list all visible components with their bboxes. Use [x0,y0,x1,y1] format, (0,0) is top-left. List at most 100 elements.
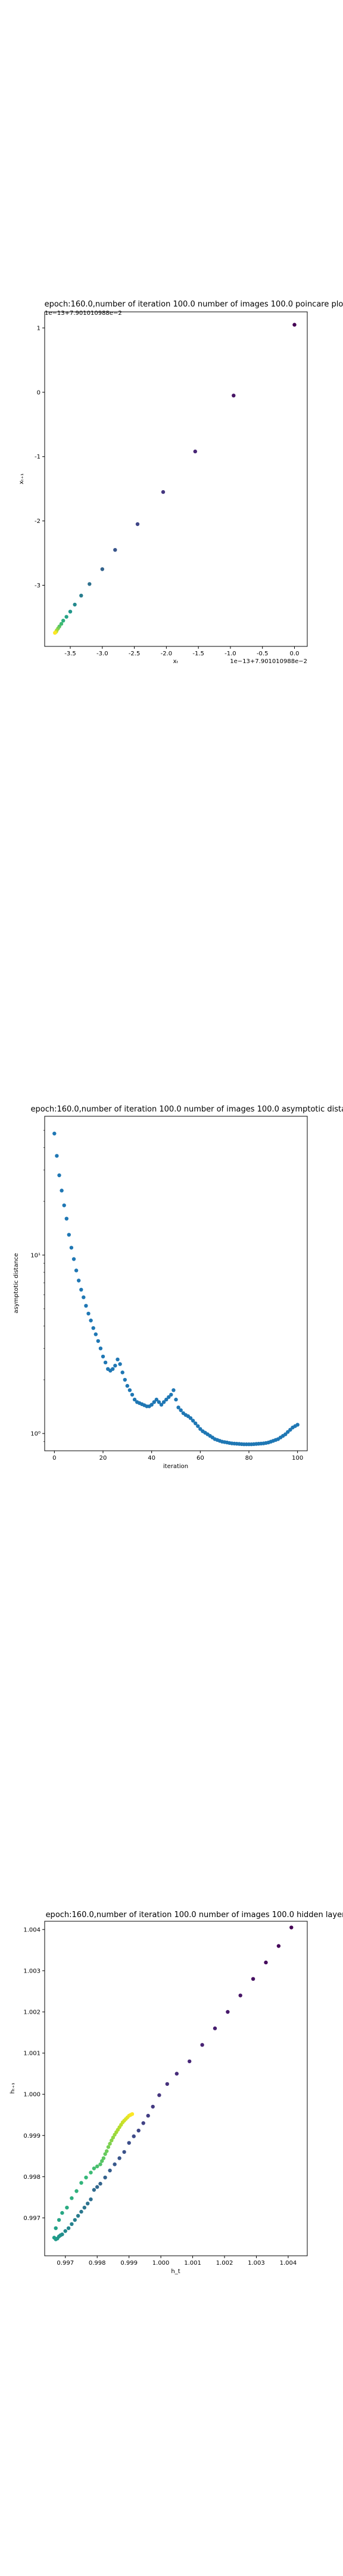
x-tick-label: -3.0 [96,651,108,657]
poincare-chart: epoch:160.0,number of iteration 100.0 nu… [18,300,343,665]
data-point [103,2152,107,2156]
data-point [53,631,57,635]
data-point [61,618,66,623]
data-point [57,2218,61,2222]
data-point [123,1377,127,1382]
x-tick-label: 0.999 [120,2260,138,2267]
data-point [113,548,117,552]
x-tick-label: -0.5 [257,651,269,657]
y-tick-label: 10¹ [30,1252,40,1259]
hidden-x-ticks: 0.997 0.998 0.999 1.000 1.001 1.002 1.003 1.004 [57,2256,297,2267]
x-tick-label: 0.0 [290,651,300,657]
data-point [73,2218,77,2222]
data-point [157,1400,161,1404]
data-point [289,1925,294,1930]
y-tick-label: 0 [37,389,40,396]
data-point [196,1424,200,1428]
hidden-y-label: hₜ₊₁ [10,2083,16,2094]
data-point [135,522,140,527]
data-point [226,2010,230,2014]
x-tick-label: 1.002 [216,2260,233,2267]
data-point [91,1326,95,1330]
asymptotic-y-ticks: 10⁰ 10¹ [30,1130,45,1442]
data-point [100,2159,104,2163]
y-tick-label: -1 [35,454,40,460]
y-tick-label: 1 [37,325,40,332]
data-point [101,2156,106,2160]
data-point [52,1131,57,1136]
data-point [132,2134,136,2138]
data-point [96,1339,100,1343]
data-point [108,2168,112,2173]
data-point [92,2188,96,2192]
x-tick-label: -2.0 [161,651,173,657]
poincare-plot-area [44,311,308,647]
data-point [67,1233,71,1237]
y-tick-label: 10⁰ [30,1431,40,1438]
data-point [98,2162,102,2166]
data-point [174,2072,179,2076]
data-point [127,2141,131,2145]
data-point [161,490,166,494]
data-point [251,1977,255,1981]
data-point [120,1370,124,1374]
data-point [76,2213,80,2218]
data-point [149,1402,154,1407]
asymptotic-distance-chart: epoch:160.0,number of iteration 100.0 nu… [13,1105,343,1470]
data-point [89,2197,93,2202]
data-point [264,1960,268,1965]
data-point [60,1188,64,1193]
data-point [154,1397,158,1402]
data-point [113,1364,117,1368]
data-point [103,1360,108,1365]
data-point [232,394,236,398]
data-point [103,2175,107,2179]
x-tick-label: -1.0 [224,651,236,657]
poincare-points [53,323,297,635]
data-point [105,2149,109,2153]
data-point [55,1154,59,1158]
data-point [188,2059,192,2064]
data-point [283,1432,288,1436]
y-tick-label: 1.000 [23,2092,40,2098]
data-point [141,2121,145,2125]
data-point [93,1332,98,1336]
data-point [79,593,83,597]
data-point [68,609,73,614]
data-point [116,1357,120,1361]
data-point [188,1416,193,1420]
poincare-offset-label: 1e−13+7.901010988e−2 [230,658,307,665]
data-point [66,2226,71,2230]
hidden-x-label: h_t [171,2268,180,2275]
data-point [64,1216,69,1221]
y-tick-label: 1.002 [23,2009,40,2015]
data-point [169,1392,173,1397]
data-point [84,1304,88,1308]
data-point [288,1428,292,1432]
data-point [117,2156,121,2160]
data-point [95,2164,99,2169]
data-point [295,1423,300,1427]
data-point [238,1993,242,1998]
data-point [79,2209,83,2214]
data-point [113,2162,117,2166]
hidden-title: epoch:160.0,number of iteration 100.0 nu… [46,1911,343,1919]
data-point [62,1203,66,1208]
asymptotic-y-label: asymptotic distance [13,1253,20,1313]
data-point [89,1318,93,1323]
data-point [200,2043,204,2047]
data-point [111,2135,116,2140]
data-point [130,2112,135,2116]
x-tick-label: 60 [197,1455,204,1462]
x-tick-label: 100 [292,1455,303,1462]
data-point [100,567,104,571]
data-point [88,582,92,586]
data-point [98,1346,103,1351]
x-tick-label: 40 [148,1455,155,1462]
data-point [130,1392,135,1397]
data-point [164,1397,169,1402]
data-point [79,1287,83,1292]
data-point [152,1400,156,1404]
data-point [172,1388,176,1392]
x-tick-label: 80 [245,1455,253,1462]
